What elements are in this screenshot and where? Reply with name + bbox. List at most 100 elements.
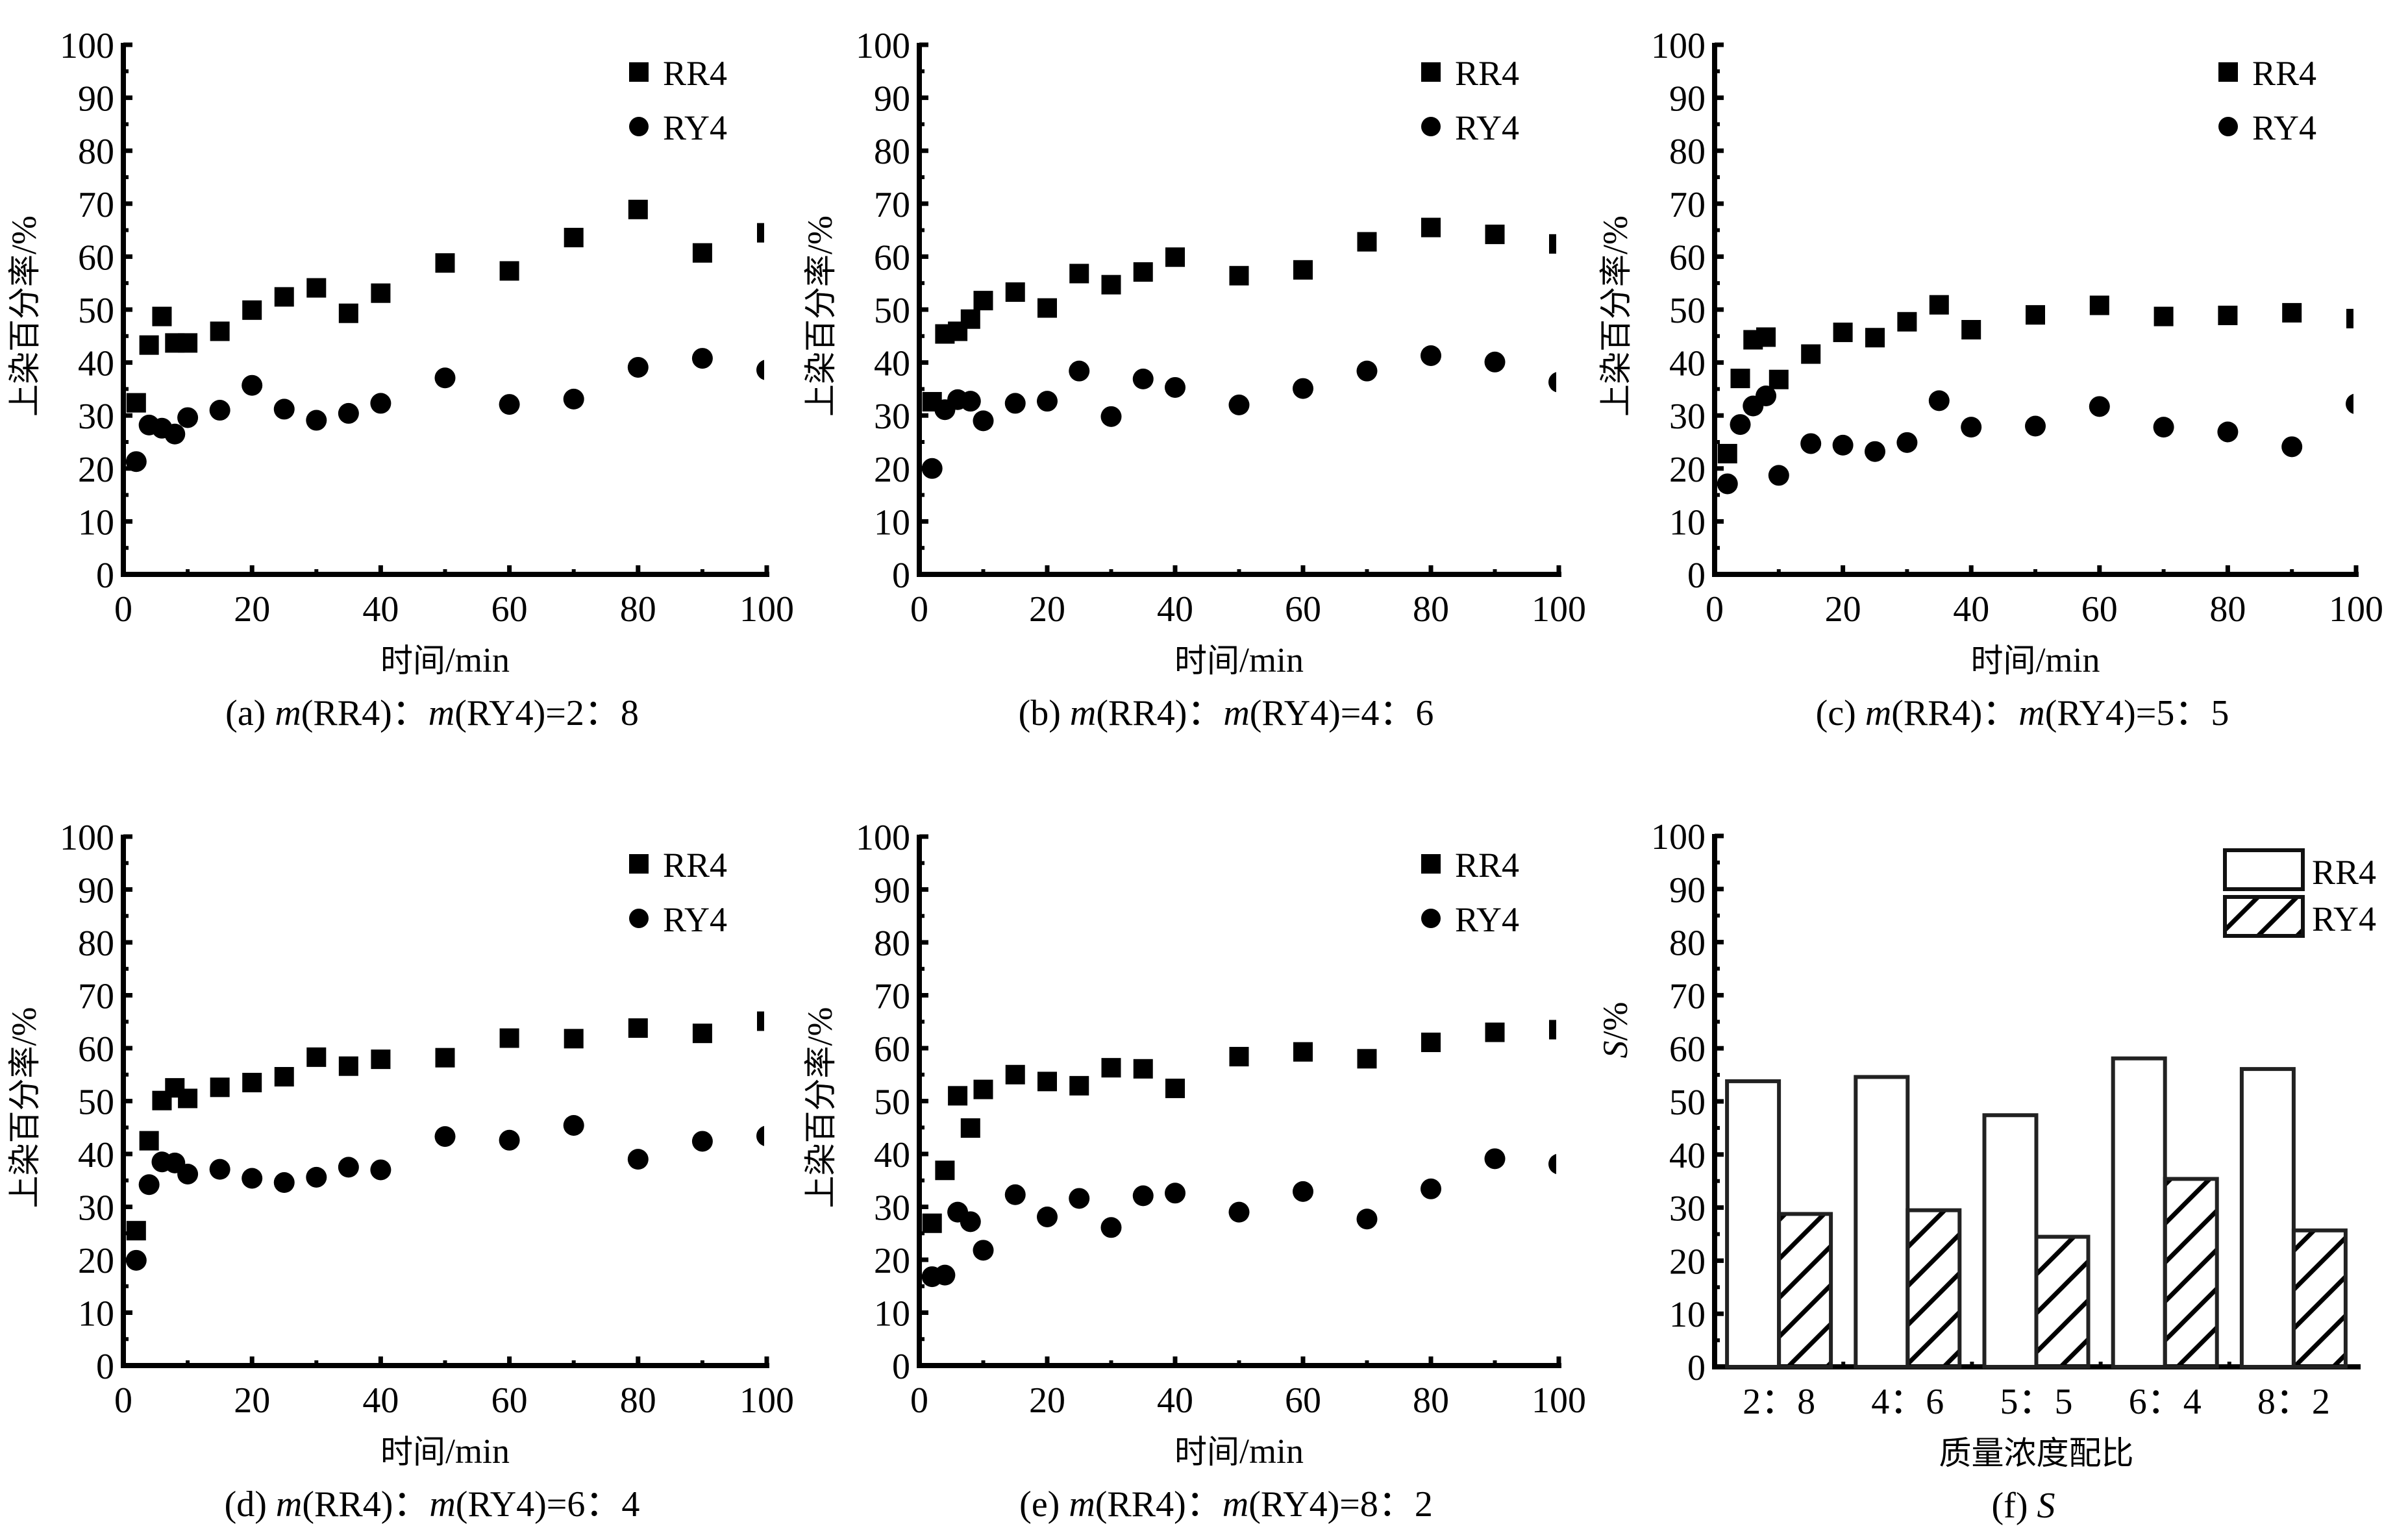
data-point-rr4 <box>1717 443 1737 463</box>
data-point-ry4 <box>1037 1206 1058 1227</box>
data-point-rr4 <box>1037 1072 1057 1092</box>
y-tick-label: 80 <box>874 132 910 172</box>
y-tick-label: 0 <box>892 556 910 596</box>
x-tick-label: 100 <box>739 1380 794 1421</box>
y-axis-title-unit: /% <box>1596 1002 1635 1041</box>
x-tick-label: 2：8 <box>1743 1382 1815 1422</box>
y-tick-label: 90 <box>874 871 910 911</box>
series-rr4 <box>126 199 764 413</box>
data-point-ry4 <box>1100 1217 1122 1238</box>
data-point-ry4 <box>756 1125 764 1146</box>
legend-label-rr4: RR4 <box>2312 853 2376 892</box>
data-point-rr4 <box>692 1024 712 1044</box>
caption-italic: m <box>1070 693 1096 733</box>
data-point-rr4 <box>564 1029 584 1049</box>
data-point-rr4 <box>2026 305 2045 325</box>
x-axis-title-cn: 时间 <box>1970 642 2035 680</box>
panel-f: 0 10 20 30 40 50 60 70 80 90 100 2：8 4：6 5：5 6：4 8：2 RR4… <box>1596 817 2376 1526</box>
x-axis-title-unit: /min <box>1239 641 1304 680</box>
bar-group <box>1854 1075 1962 1369</box>
data-point-ry4 <box>1928 390 1950 411</box>
bar-group <box>2111 1056 2219 1369</box>
y-axis-title: 上染百分率/% <box>5 215 43 417</box>
y-tick-label: 0 <box>1687 556 1706 596</box>
y-tick-label: 50 <box>1669 291 1706 331</box>
data-point-rr4 <box>306 278 327 298</box>
caption-italic: m <box>275 693 301 733</box>
y-tick-label: 80 <box>874 924 910 964</box>
x-tick-label: 20 <box>234 1380 270 1421</box>
caption-text: (RR4)： <box>301 693 428 733</box>
data-point-ry4 <box>973 1240 994 1261</box>
data-point-rr4 <box>1005 1064 1025 1085</box>
data-point-rr4 <box>338 303 358 323</box>
y-axis-title-cn: 上染百分率 <box>6 254 43 417</box>
y-tick-label: 40 <box>874 1135 910 1175</box>
data-point-rr4 <box>1897 312 1917 332</box>
y-tick-label: 90 <box>78 79 114 119</box>
data-point-ry4 <box>273 1172 295 1194</box>
legend-label-ry4: RY4 <box>1455 900 1519 939</box>
bar-ry4 <box>2291 1228 2348 1369</box>
data-point-rr4 <box>948 1086 968 1106</box>
data-point-ry4 <box>370 393 391 414</box>
data-point-ry4 <box>177 407 199 428</box>
bar-group <box>1982 1113 2091 1369</box>
data-point-rr4 <box>628 199 648 219</box>
legend-square-icon <box>629 62 649 82</box>
caption-italic: m <box>276 1484 302 1525</box>
data-point-ry4 <box>1548 1153 1556 1174</box>
y-axis-title-unit: /% <box>5 1007 43 1046</box>
y-tick-label: 40 <box>1669 1136 1706 1176</box>
data-point-ry4 <box>1293 1181 1313 1202</box>
x-tick-label: 100 <box>1532 589 1586 630</box>
y-tick-label: 80 <box>1669 924 1706 964</box>
data-point-ry4 <box>1165 376 1185 398</box>
y-axis-title: 上染百分率/% <box>5 1007 43 1208</box>
series-ry4 <box>1717 386 2353 495</box>
caption-label: (d) <box>225 1484 276 1525</box>
data-point-rr4 <box>139 335 159 355</box>
data-point-ry4 <box>177 1163 199 1184</box>
data-point-ry4 <box>499 1129 520 1151</box>
x-tick-label: 20 <box>1029 589 1065 630</box>
legend-square-icon <box>1421 62 1441 82</box>
caption-italic: m <box>1223 693 1249 733</box>
data-point-ry4 <box>434 1126 456 1147</box>
legend-square-icon <box>2218 62 2238 82</box>
x-axis-title-unit: /min <box>2035 641 2100 680</box>
bar-group <box>2239 1067 2348 1369</box>
data-point-ry4 <box>1484 351 1506 373</box>
y-tick-label: 70 <box>874 977 910 1017</box>
data-point-rr4 <box>1357 1049 1377 1069</box>
panel-caption: (b) m(RR4)：m(RY4)=4：6 <box>1019 693 1434 733</box>
y-tick-label: 20 <box>1669 450 1706 490</box>
data-point-ry4 <box>125 1249 147 1271</box>
caption-label: (f) <box>1992 1486 2037 1526</box>
caption-label: (a) <box>225 693 275 733</box>
x-tick-label: 60 <box>1285 1380 1321 1421</box>
x-axis-title-unit: /min <box>1239 1432 1304 1471</box>
caption-text: (RR4)： <box>1891 693 2018 733</box>
caption-italic: m <box>1865 693 1891 733</box>
caption-italic: m <box>428 693 454 733</box>
data-point-ry4 <box>2346 393 2353 414</box>
series-rr4 <box>922 217 1556 411</box>
data-point-rr4 <box>1293 1042 1313 1062</box>
data-point-rr4 <box>628 1018 648 1038</box>
legend-label-ry4: RY4 <box>1455 108 1519 147</box>
y-tick-label: 0 <box>892 1347 910 1387</box>
y-tick-label: 100 <box>60 818 114 858</box>
data-point-ry4 <box>691 348 713 369</box>
y-tick-label: 30 <box>1669 1189 1706 1229</box>
x-tick-label: 40 <box>362 589 399 630</box>
legend-square-icon <box>629 854 649 874</box>
bar-group <box>1725 1079 1833 1369</box>
bar-rr4 <box>1854 1075 1910 1369</box>
legend-open-box-icon <box>2223 848 2305 891</box>
y-tick-label: 80 <box>78 924 114 964</box>
data-point-ry4 <box>434 367 456 389</box>
